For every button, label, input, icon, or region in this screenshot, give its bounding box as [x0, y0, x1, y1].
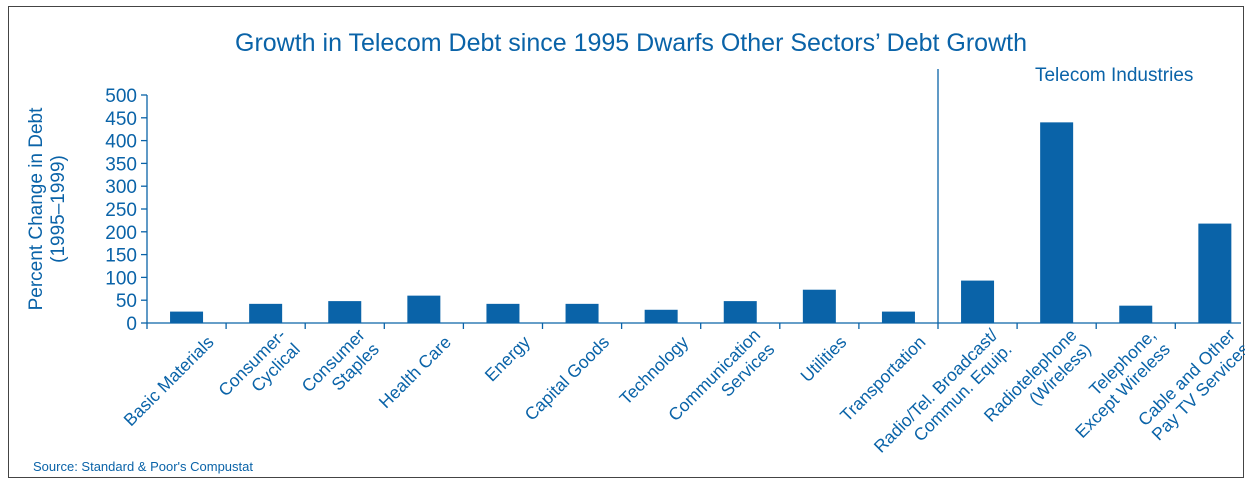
bar [881, 311, 915, 323]
y-tick-label: 250 [105, 200, 137, 221]
x-tick-label: Consumer-Cyclical [214, 325, 303, 400]
bar [723, 301, 757, 323]
x-tick-label-line: Energy [481, 332, 535, 386]
bar [1040, 122, 1074, 323]
bar [802, 289, 836, 323]
y-axis-label: Percent Change in Debt (1995–1999) [26, 107, 69, 311]
x-tick-label: Capital Goods [521, 332, 614, 425]
chart-title: Growth in Telecom Debt since 1995 Dwarfs… [235, 29, 1027, 57]
x-tick-labels: Basic MaterialsConsumer-CyclicalConsumer… [120, 325, 1245, 457]
bar-chart: Growth in Telecom Debt since 1995 Dwarfs… [26, 29, 1245, 474]
y-tick-label: 350 [105, 154, 137, 175]
y-tick-label: 50 [116, 291, 137, 312]
x-tick-label-line: Basic Materials [120, 332, 218, 430]
y-tick-label: 0 [126, 314, 137, 335]
y-tick-label: 300 [105, 177, 137, 198]
x-tick-label: Health Care [375, 332, 455, 412]
source-note: Source: Standard & Poor's Compustat [33, 459, 253, 474]
x-tick-label: Utilities [796, 332, 850, 386]
y-tick-label: 400 [105, 132, 137, 153]
bar [1198, 223, 1232, 323]
x-tick-label: Basic Materials [120, 332, 218, 430]
x-axis [146, 322, 1241, 329]
y-axis-title-line-2: (1995–1999) [48, 155, 69, 263]
bars [170, 122, 1232, 323]
y-tick-label: 500 [105, 86, 137, 107]
bar [961, 280, 995, 323]
y-tick-label: 200 [105, 223, 137, 244]
x-tick-label-line: Capital Goods [521, 332, 614, 425]
y-axis-title-line-1: Percent Change in Debt [26, 107, 47, 311]
bar [1119, 305, 1153, 323]
x-tick-label-line: Utilities [796, 332, 850, 386]
bar [328, 301, 362, 323]
bar [407, 295, 441, 323]
y-tick-label: 150 [105, 246, 137, 267]
telecom-industries-annotation: Telecom Industries [1035, 65, 1193, 86]
bar [565, 303, 599, 323]
y-tick-label: 450 [105, 109, 137, 130]
bar [249, 303, 283, 323]
x-tick-label-line: Health Care [375, 332, 455, 412]
bar [486, 303, 520, 323]
bar [170, 311, 204, 323]
chart-frame: Growth in Telecom Debt since 1995 Dwarfs… [8, 6, 1245, 478]
y-tick-label: 100 [105, 268, 137, 289]
bar [644, 309, 678, 323]
x-tick-label-line: Radio/Tel. Broadcast/ [870, 325, 1002, 457]
x-tick-label: Energy [481, 332, 535, 386]
